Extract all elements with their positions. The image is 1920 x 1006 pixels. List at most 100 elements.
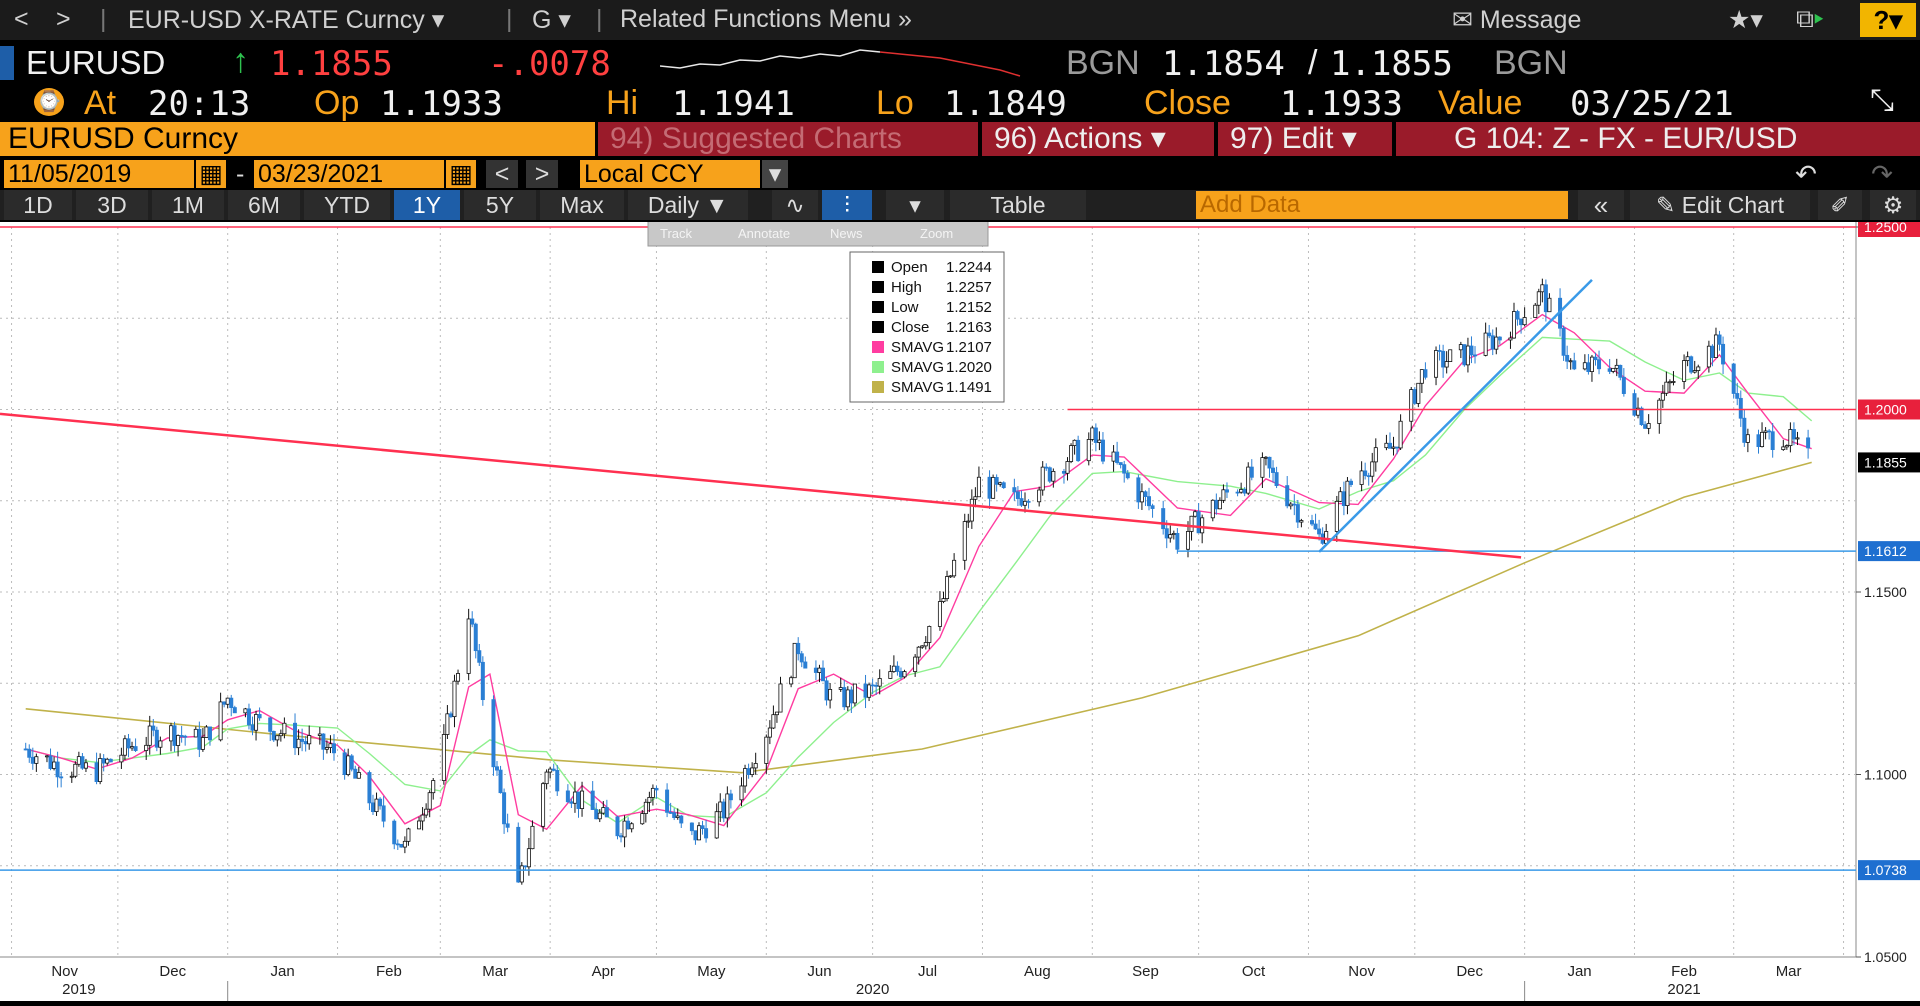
start-date-field[interactable]: 11/05/2019 (4, 160, 194, 188)
period-max[interactable]: Max (540, 190, 624, 220)
candle-body (147, 725, 152, 746)
candle-body (193, 728, 198, 738)
candle-body (158, 740, 163, 748)
settings-gear-icon[interactable]: ⚙ (1870, 190, 1916, 220)
redo-icon[interactable]: ↷ (1862, 160, 1902, 188)
candle-body (480, 661, 485, 701)
candle-body (44, 755, 49, 758)
price-tag-label: 1.1612 (1864, 543, 1907, 559)
period-1m[interactable]: 1M (152, 190, 224, 220)
chevron-down-icon[interactable]: ▾ (886, 190, 944, 220)
frequency-selector[interactable]: Daily ▼ (628, 190, 748, 220)
candle-body (48, 755, 53, 769)
candle-body (1441, 350, 1446, 368)
period-ytd[interactable]: YTD (304, 190, 390, 220)
candle-body (523, 865, 528, 868)
line-chart-icon[interactable]: ∿ (772, 190, 818, 220)
value-date: 03/25/21 (1570, 84, 1734, 122)
forward-button[interactable]: > (56, 5, 71, 33)
period-1d[interactable]: 1D (4, 190, 72, 220)
legend-value: 1.2107 (946, 339, 992, 356)
candle-body (739, 785, 744, 801)
candlestick-icon[interactable]: ⫶ (822, 190, 872, 220)
chevron-down-icon[interactable]: ▾ (762, 160, 788, 188)
candle-body (353, 768, 358, 779)
candle-body (1338, 491, 1343, 502)
candle-body (796, 642, 801, 655)
candle-body (1171, 532, 1176, 536)
add-data-placeholder: Add Data (1200, 191, 1301, 218)
table-button[interactable]: Table (950, 190, 1086, 220)
price-chart[interactable]: 1.2500 1.1500 1.1000 1.0500 Nov Dec Jan Feb Mar A… (0, 217, 1920, 1001)
candle-body (1224, 489, 1229, 493)
candle-body (1710, 345, 1715, 358)
candle-body (200, 737, 205, 750)
candle-body (1065, 461, 1070, 474)
candle-body (1317, 528, 1322, 535)
price-chart-canvas[interactable]: 1.2500 1.1500 1.1000 1.0500 Nov Dec Jan Feb Mar A… (0, 217, 1920, 1001)
collapse-panel-icon[interactable]: « (1578, 190, 1624, 220)
candle-body (1788, 429, 1793, 447)
period-6m[interactable]: 6M (228, 190, 300, 220)
end-date-field[interactable]: 03/23/2021 (254, 160, 444, 188)
candle-body (888, 671, 893, 679)
edit-chart-options-icon[interactable]: ✐ (1818, 190, 1862, 220)
top-navigation-bar: < > | EUR-USD X-RATE Curncy ▾ | G ▾ | Re… (0, 0, 1920, 40)
ticker-input[interactable]: EURUSD Curncy (0, 122, 595, 156)
help-button[interactable]: ?▾ (1860, 3, 1916, 37)
candle-body (1161, 508, 1166, 530)
candle-body (650, 787, 655, 798)
suggested-charts-button[interactable]: 94) Suggested Charts (598, 122, 978, 156)
candle-body (346, 755, 351, 775)
undo-icon[interactable]: ↶ (1786, 160, 1826, 188)
candle-body (1022, 500, 1027, 506)
candle-body (675, 815, 680, 818)
candle-body (1419, 369, 1424, 384)
candle-body (817, 667, 822, 673)
period-1y[interactable]: 1Y (394, 190, 460, 220)
calendar-icon[interactable]: ▦ (446, 160, 476, 188)
edit-chart-button[interactable]: ✎ Edit Chart (1630, 190, 1810, 220)
candle-body (222, 701, 227, 705)
expand-icon[interactable]: ⤡ (1870, 84, 1894, 117)
security-selector[interactable]: EUR-USD X-RATE Curncy ▾ (128, 6, 445, 34)
period-5y[interactable]: 5Y (464, 190, 536, 220)
favorites-star-icon[interactable]: ★▾ (1728, 6, 1763, 34)
candle-body (477, 650, 482, 663)
candle-body (1100, 439, 1105, 462)
candle-body (349, 755, 354, 770)
candle-body (1363, 470, 1368, 477)
edit-menu[interactable]: 97) Edit ▾ (1218, 122, 1392, 156)
candle-body (498, 769, 503, 794)
actions-menu[interactable]: 96) Actions ▾ (982, 122, 1214, 156)
candle-body (778, 683, 783, 713)
currency-selector[interactable]: Local CCY (580, 160, 760, 188)
candle-body (1200, 517, 1205, 534)
candle-body (952, 559, 957, 577)
candle-body (700, 825, 705, 829)
candle-body (1185, 531, 1190, 550)
candle-body (1249, 466, 1254, 478)
calendar-icon[interactable]: ▦ (196, 160, 226, 188)
add-data-input[interactable]: Add Data (1196, 191, 1568, 219)
next-period-button[interactable]: > (526, 160, 558, 188)
window-options-icon[interactable]: ⧉▸ (1796, 5, 1824, 33)
candle-body (1416, 382, 1421, 404)
related-functions-menu[interactable]: Related Functions Menu » (620, 5, 912, 34)
function-selector[interactable]: G ▾ (532, 6, 571, 34)
previous-period-button[interactable]: < (486, 160, 518, 188)
candle-body (1210, 499, 1215, 519)
legend-value: 1.2244 (946, 259, 992, 276)
period-3d[interactable]: 3D (76, 190, 148, 220)
message-button[interactable]: ✉ Message (1452, 5, 1581, 35)
candle-body (441, 734, 446, 781)
candle-body (1738, 397, 1743, 419)
candle-body (1536, 291, 1541, 306)
candle-body (1285, 485, 1290, 507)
candle-body (491, 699, 496, 768)
back-button[interactable]: < (14, 5, 29, 33)
candle-body (1118, 462, 1123, 466)
candle-body (356, 772, 361, 779)
candle-body (1193, 511, 1198, 517)
candle-body (183, 735, 188, 738)
